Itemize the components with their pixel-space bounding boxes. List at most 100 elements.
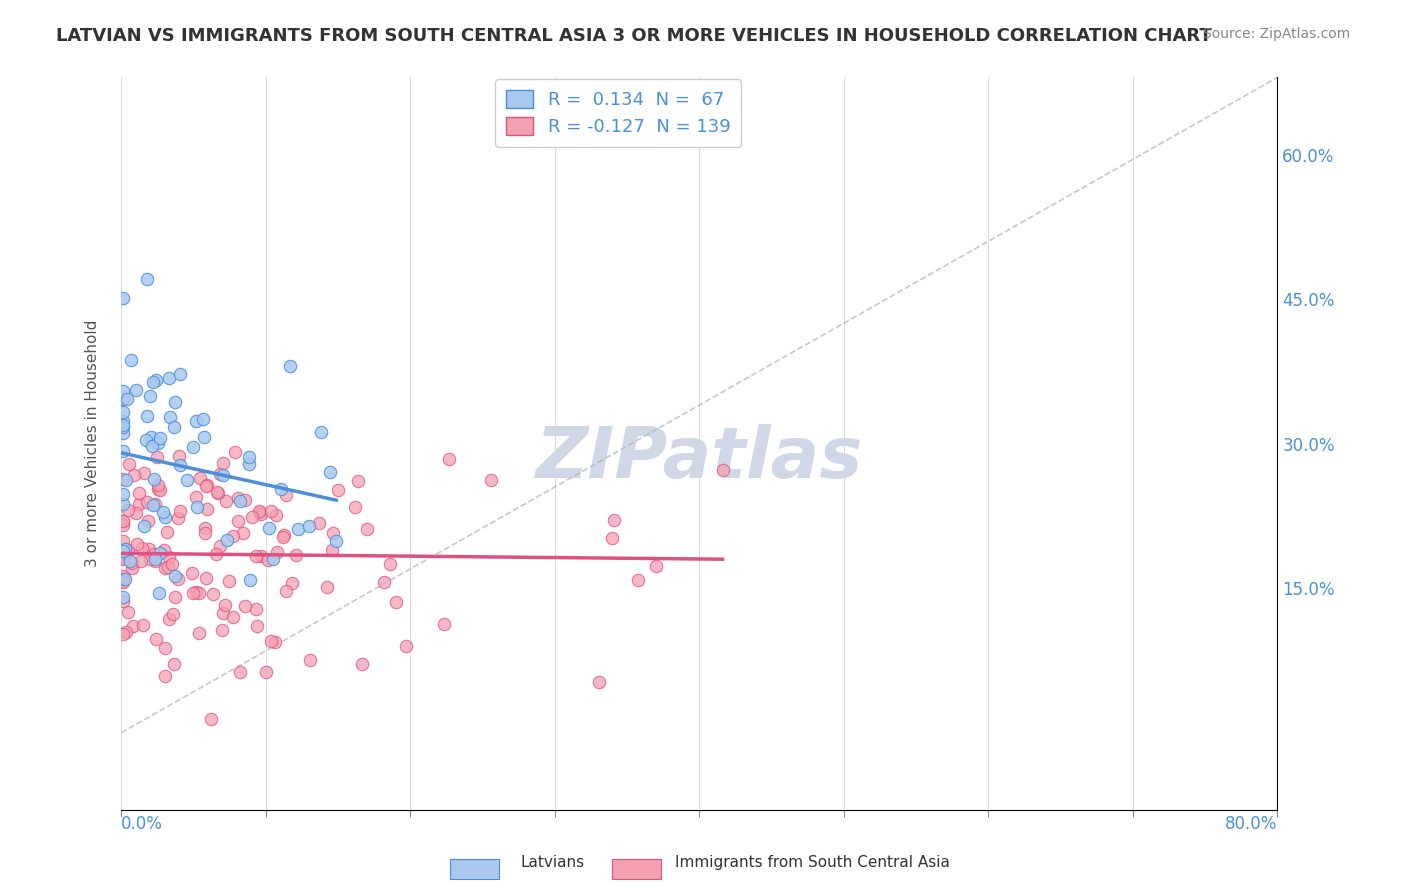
Point	[145, 373, 167, 387]
Point	[114, 625, 136, 640]
Point	[326, 483, 349, 498]
Point	[319, 465, 342, 479]
Point	[111, 515, 134, 529]
Point	[163, 590, 186, 604]
Point	[169, 368, 191, 382]
Point	[167, 572, 190, 586]
Point	[209, 467, 232, 481]
Point	[111, 392, 134, 406]
Point	[111, 497, 134, 511]
Text: 0.0%: 0.0%	[121, 814, 163, 833]
Point	[111, 487, 134, 501]
Point	[118, 457, 141, 471]
Point	[249, 549, 271, 563]
Point	[111, 420, 134, 434]
Point	[111, 534, 134, 549]
Point	[149, 483, 172, 498]
Point	[287, 522, 309, 536]
Point	[212, 457, 235, 471]
Point	[165, 395, 187, 409]
Point	[181, 566, 204, 580]
Point	[257, 521, 280, 535]
Point	[344, 500, 367, 514]
Legend: R =  0.134  N =  67, R = -0.127  N = 139: R = 0.134 N = 67, R = -0.127 N = 139	[495, 79, 741, 146]
Point	[214, 598, 236, 612]
Point	[111, 575, 134, 590]
Point	[122, 619, 145, 633]
Point	[169, 458, 191, 472]
Point	[118, 553, 141, 567]
Point	[215, 494, 238, 508]
Point	[257, 553, 280, 567]
Point	[188, 586, 211, 600]
Point	[245, 549, 267, 563]
Point	[195, 477, 218, 491]
Point	[111, 550, 134, 565]
Point	[298, 652, 321, 666]
Point	[245, 602, 267, 616]
Point	[212, 606, 235, 620]
Point	[209, 539, 232, 553]
Point	[281, 576, 304, 591]
Point	[308, 516, 330, 531]
Point	[254, 665, 277, 679]
Point	[186, 500, 208, 514]
Point	[115, 392, 138, 406]
Point	[246, 618, 269, 632]
Point	[273, 528, 295, 542]
Point	[138, 541, 160, 556]
Point	[315, 580, 337, 594]
Point	[125, 506, 148, 520]
Point	[207, 486, 229, 500]
Point	[111, 514, 134, 528]
Y-axis label: 3 or more Vehicles in Household: 3 or more Vehicles in Household	[86, 320, 100, 567]
Point	[433, 617, 456, 632]
Point	[264, 508, 287, 523]
Point	[195, 479, 218, 493]
Point	[117, 502, 139, 516]
Point	[238, 457, 260, 471]
Point	[139, 430, 162, 444]
Point	[114, 541, 136, 556]
Point	[233, 492, 256, 507]
Point	[157, 549, 180, 564]
Point	[141, 440, 163, 454]
Point	[264, 635, 287, 649]
Point	[284, 548, 307, 562]
Point	[224, 444, 246, 458]
Point	[325, 534, 347, 549]
Point	[111, 414, 134, 428]
Point	[111, 547, 134, 561]
Point	[201, 587, 224, 601]
Point	[143, 472, 166, 486]
Point	[385, 595, 408, 609]
Point	[128, 486, 150, 500]
Point	[152, 505, 174, 519]
Point	[155, 561, 177, 575]
Point	[135, 271, 157, 285]
Point	[132, 519, 155, 533]
Point	[193, 525, 215, 540]
Point	[129, 554, 152, 568]
Point	[222, 529, 245, 543]
Point	[602, 513, 624, 527]
Point	[163, 657, 186, 671]
Point	[111, 544, 134, 558]
Point	[111, 517, 134, 532]
Point	[149, 431, 172, 445]
Point	[117, 605, 139, 619]
Point	[111, 544, 134, 558]
Point	[350, 657, 373, 672]
Point	[270, 482, 292, 496]
Point	[162, 607, 184, 621]
Point	[239, 573, 262, 587]
Point	[169, 504, 191, 518]
Point	[135, 409, 157, 423]
Point	[167, 510, 190, 524]
Text: Source: ZipAtlas.com: Source: ZipAtlas.com	[1202, 27, 1350, 41]
Point	[226, 491, 249, 505]
Point	[588, 674, 610, 689]
Point	[437, 451, 460, 466]
Point	[111, 573, 134, 587]
Point	[136, 495, 159, 509]
